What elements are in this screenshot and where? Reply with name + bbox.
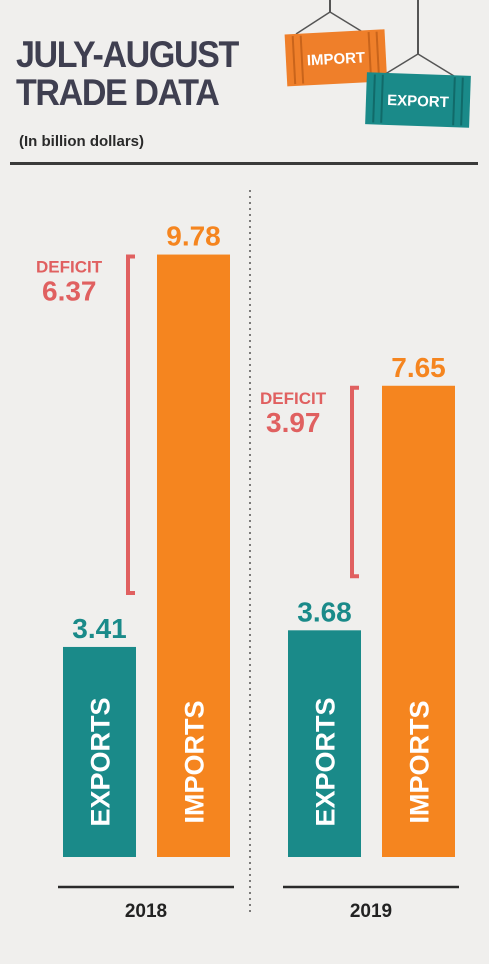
x-tick-label-2019: 2019 (350, 901, 392, 922)
deficit-value-2019: 3.97 (266, 407, 321, 438)
bar-label-imports-2019: IMPORTS (405, 700, 435, 823)
value-label-exports-2019: 3.68 (297, 596, 352, 627)
import-container-label: IMPORT (306, 49, 365, 69)
header-divider (10, 162, 478, 165)
bar-label-exports-2018: EXPORTS (86, 697, 116, 826)
title-line-2: TRADE DATA (16, 72, 220, 113)
title-line-1: JULY-AUGUST (16, 34, 239, 75)
deficit-value-2018: 6.37 (42, 276, 97, 307)
bar-imports-2019 (382, 385, 455, 857)
deficit-label-2019: DEFICIT (260, 389, 327, 408)
deficit-bracket-2018 (126, 254, 135, 595)
deficit-label-2018: DEFICIT (36, 258, 103, 277)
bar-imports-2018 (157, 254, 230, 857)
subtitle: (In billion dollars) (19, 133, 144, 150)
bar-label-imports-2018: IMPORTS (180, 700, 210, 823)
export-container-icon: EXPORT (365, 0, 471, 128)
import-container-icon: IMPORT (284, 0, 388, 87)
page-title: JULY-AUGUST TRADE DATA (16, 34, 239, 113)
shipping-containers-icon: IMPORT EXPORT (284, 0, 471, 128)
bar-exports-2019 (288, 630, 361, 857)
bar-label-exports-2019: EXPORTS (311, 697, 341, 826)
value-label-imports-2018: 9.78 (166, 221, 221, 252)
export-container-label: EXPORT (387, 92, 449, 111)
bar-exports-2018 (63, 646, 136, 857)
value-label-exports-2018: 3.41 (72, 613, 127, 644)
deficit-bracket-2019 (350, 385, 359, 579)
x-tick-label-2018: 2018 (125, 901, 167, 922)
value-label-imports-2019: 7.65 (391, 352, 446, 383)
